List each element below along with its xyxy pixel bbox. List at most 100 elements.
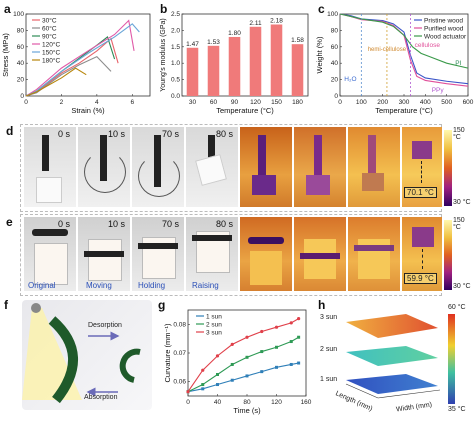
data-point xyxy=(201,387,205,391)
schematic-f: Desorption Absorption xyxy=(22,300,152,410)
x-tick-label: 400 xyxy=(420,99,431,106)
data-point xyxy=(245,374,249,378)
photo-e-0 xyxy=(24,217,76,291)
legend-entry: Pristine wood xyxy=(424,18,463,25)
x-tick-label: 200 xyxy=(377,99,388,106)
panel-label-a: a xyxy=(4,2,11,16)
legend-entry: 60°C xyxy=(42,25,57,33)
x-tick-label: 0 xyxy=(186,399,190,406)
hot-strip xyxy=(248,237,284,244)
hot-cup xyxy=(412,227,434,247)
y-tick-label: 60 xyxy=(17,44,25,51)
series-line-2 xyxy=(187,318,299,393)
photo-e-1 xyxy=(78,217,130,291)
tga-weight-chart: 0 100 200 300 400 500 600 0 20 40 60 80 100 Temperatu… xyxy=(315,11,474,115)
x-axis-label: Temperature (°C) xyxy=(216,106,274,115)
hot-strip xyxy=(354,245,394,251)
bar-60 xyxy=(207,45,220,96)
x-tick-label: 120 xyxy=(271,399,282,406)
hot-strip xyxy=(258,135,266,177)
data-point xyxy=(297,335,301,339)
x-tick-label: 120 xyxy=(250,99,261,106)
axis-width xyxy=(377,389,441,399)
x-tick-label: 30 xyxy=(189,99,197,106)
hot-cube xyxy=(412,141,432,159)
x-tick-label: 0 xyxy=(24,99,28,106)
data-point xyxy=(289,340,293,344)
data-point xyxy=(216,383,219,387)
actuator-schematic-svg xyxy=(22,303,141,404)
y-tick-label: 0.06 xyxy=(173,379,186,386)
time-label-d-1: 10 s xyxy=(108,129,126,139)
x-tick-label: 4 xyxy=(95,99,99,106)
hot-cube xyxy=(362,173,384,191)
annotation-cellulose: cellulose xyxy=(415,42,441,49)
data-point xyxy=(275,365,278,369)
colorbar-e xyxy=(444,220,452,290)
annotation-pi: PI xyxy=(455,60,461,67)
y-tick-label: 0 xyxy=(20,93,24,100)
cup-outline xyxy=(250,251,282,285)
colorbar-h-min: 35 °C xyxy=(448,406,466,413)
series-line-1 xyxy=(187,336,299,393)
thermal-d-2 xyxy=(348,127,400,207)
bar-150 xyxy=(270,24,283,96)
photo-e-2 xyxy=(132,217,184,291)
caption-moving: Moving xyxy=(86,281,112,290)
paper-cup xyxy=(88,239,122,281)
x-axis-label: Time (s) xyxy=(233,406,261,415)
bar-value-label: 1.53 xyxy=(207,39,220,46)
panel-label-f: f xyxy=(4,298,8,312)
colorbar-d xyxy=(444,130,452,206)
thermal-e-0 xyxy=(240,217,292,291)
legend-entry: 120°C xyxy=(42,41,60,49)
data-point xyxy=(289,321,293,325)
y-tick-label: 0.5 xyxy=(171,77,180,84)
y-tick-label: 80 xyxy=(331,27,339,34)
data-point xyxy=(297,361,301,365)
bar-value-label: 1.58 xyxy=(291,37,304,44)
x-tick-label: 160 xyxy=(301,399,312,406)
caption-original: Original xyxy=(28,281,56,290)
data-point xyxy=(230,378,234,382)
annotation-h2o: H₂O xyxy=(344,76,356,83)
colorbar-d-max: 150 °C xyxy=(453,127,465,141)
data-point xyxy=(260,370,264,374)
x-tick-label: 40 xyxy=(214,399,222,406)
y-tick-label: 1.5 xyxy=(171,44,180,51)
sun-label-2: 2 sun xyxy=(320,346,338,353)
data-point xyxy=(215,354,220,358)
x-tick-label: 100 xyxy=(356,99,367,106)
temp-readout-e: 59.9 °C xyxy=(404,273,437,284)
x-tick-label: 600 xyxy=(463,99,474,106)
legend-entry: Wood actuator xyxy=(424,34,467,41)
y-axis-label: Young's modulus (GPa) xyxy=(160,18,167,91)
x-tick-label: 500 xyxy=(441,99,452,106)
time-label-e-1: 10 s xyxy=(108,219,126,229)
bar-value-label: 2.18 xyxy=(270,17,283,24)
x-tick-label: 180 xyxy=(292,99,303,106)
legend-entry: 2 sun xyxy=(206,322,222,329)
bar-value-label: 2.11 xyxy=(249,20,262,27)
actuator-strip xyxy=(192,235,232,241)
panel-label-h: h xyxy=(318,298,326,312)
x-tick-label: 80 xyxy=(243,399,251,406)
thermal-e-1 xyxy=(294,217,346,291)
cup-outline xyxy=(304,239,336,279)
y-tick-label: 100 xyxy=(13,11,24,18)
y-tick-label: 80 xyxy=(17,27,25,34)
data-point xyxy=(260,350,264,354)
actuator-strip xyxy=(32,229,68,236)
surface-3-sun xyxy=(346,314,438,338)
holder-arc xyxy=(138,155,180,197)
panel-label-g: g xyxy=(158,298,166,312)
legend-entry: 3 sun xyxy=(206,330,222,337)
legend-entry: 90°C xyxy=(42,33,57,41)
thermal-d-1 xyxy=(294,127,346,207)
y-tick-label: 2.0 xyxy=(171,27,180,34)
x-axis-label: Temperature (°C) xyxy=(375,106,433,115)
time-label-d-2: 70 s xyxy=(162,129,180,139)
x-tick-label: 2 xyxy=(60,99,64,106)
legend-entry: 150°C xyxy=(42,49,60,57)
bar-value-label: 1.47 xyxy=(186,41,199,48)
